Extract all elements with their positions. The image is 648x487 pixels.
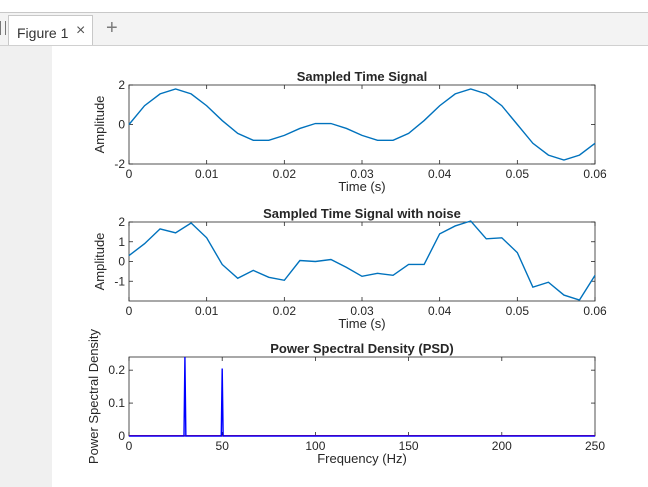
- drag-grip-icon[interactable]: [0, 21, 6, 35]
- x-tick-label: 0.01: [195, 304, 219, 318]
- y-tick-label: -1: [114, 274, 125, 288]
- y-axis-label: Amplitude: [92, 96, 107, 154]
- close-icon[interactable]: ×: [76, 22, 86, 39]
- y-tick-label: 1: [118, 235, 125, 249]
- x-axis-label: Time (s): [338, 316, 385, 331]
- axes-box: [128, 84, 596, 165]
- x-tick-label: 100: [305, 439, 325, 453]
- y-tick-label: 0.1: [108, 396, 125, 410]
- x-tick-label: 0: [126, 439, 133, 453]
- y-tick-label: -2: [114, 157, 125, 171]
- axes-box: [128, 356, 596, 437]
- x-tick-label: 0.05: [506, 167, 530, 181]
- x-tick-label: 50: [216, 439, 230, 453]
- x-tick-label: 0.01: [195, 167, 219, 181]
- x-tick-label: 0.03: [350, 167, 374, 181]
- x-tick-label: 0.04: [428, 167, 452, 181]
- x-tick-label: 0.02: [273, 167, 297, 181]
- y-tick-label: 0.2: [108, 363, 125, 377]
- x-tick-label: 0.06: [583, 304, 607, 318]
- signal-series-line: [128, 88, 596, 161]
- x-tick-label: 0: [126, 304, 133, 318]
- chart-title: Sampled Time Signal with noise: [263, 206, 461, 221]
- chart-title: Power Spectral Density (PSD): [270, 341, 454, 356]
- psd-series-line: [129, 356, 595, 437]
- left-panel: [0, 46, 52, 487]
- y-tick-label: 2: [118, 78, 125, 92]
- y-tick-label: 0: [118, 255, 125, 269]
- figure-canvas: 0 0.01 0.02 0.03 0.04 0.05 0.06 -2 0 2 Sampled Tim…: [52, 46, 648, 487]
- x-tick-label: 0.06: [583, 167, 607, 181]
- x-tick-label: 200: [492, 439, 512, 453]
- x-tick-label: 250: [585, 439, 605, 453]
- y-tick-label: 2: [118, 215, 125, 229]
- plus-icon[interactable]: +: [106, 17, 118, 39]
- figure-tab-bar: Figure 1 × +: [0, 13, 648, 46]
- x-tick-label: 0.05: [506, 304, 530, 318]
- x-tick-label: 0: [126, 167, 133, 181]
- signal-series-line: [128, 220, 596, 301]
- y-axis-label: Power Spectral Density: [86, 328, 101, 464]
- chart-title: Sampled Time Signal: [297, 69, 428, 84]
- x-tick-label: 0.03: [350, 304, 374, 318]
- x-tick-label: 0.04: [428, 304, 452, 318]
- x-axis-label: Frequency (Hz): [317, 451, 407, 466]
- y-tick-label: 0: [118, 429, 125, 443]
- tab-figure-1[interactable]: Figure 1 ×: [8, 15, 93, 45]
- y-axis-label: Amplitude: [92, 233, 107, 291]
- y-tick-label: 0: [118, 118, 125, 132]
- axes-box: [128, 221, 596, 302]
- x-axis-label: Time (s): [338, 179, 385, 194]
- tab-label: Figure 1: [17, 25, 69, 41]
- window-top-edge: [0, 0, 648, 13]
- x-tick-label: 0.02: [273, 304, 297, 318]
- x-tick-label: 150: [399, 439, 419, 453]
